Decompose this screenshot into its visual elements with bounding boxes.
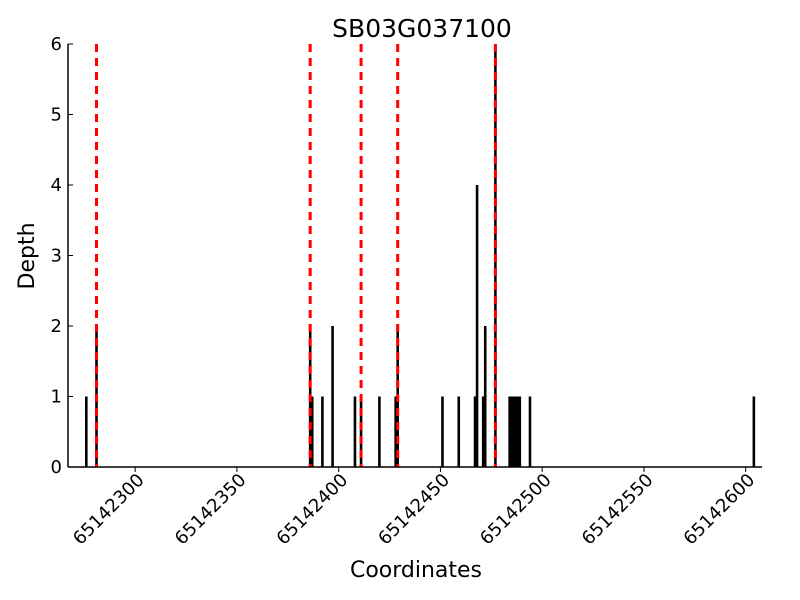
bar-4 [321, 396, 324, 467]
x-tick-label-1: 65142350 [171, 470, 251, 550]
bars-group [85, 44, 756, 467]
bar-25 [752, 396, 756, 467]
bar-12 [457, 396, 461, 467]
y-tick-label-2: 2 [51, 316, 62, 337]
x-tick-label-0: 65142300 [69, 470, 149, 550]
bar-18 [508, 396, 511, 467]
bar-5 [331, 326, 334, 467]
x-tick-label-5: 65142550 [578, 470, 658, 550]
bar-24 [528, 396, 532, 467]
y-tick-label-4: 4 [51, 175, 62, 196]
y-tick-label-5: 5 [51, 105, 62, 126]
chart-title: SB03G037100 [332, 14, 512, 43]
bar-20 [512, 396, 516, 467]
y-axis-label: Depth [15, 222, 40, 289]
x-ticks-group: 65142300 65142350 65142400 65142450 65142500… [69, 467, 759, 549]
y-tick-label-1: 1 [51, 387, 62, 408]
bar-16 [483, 326, 487, 467]
bar-21 [514, 396, 518, 467]
bar-22 [516, 396, 520, 467]
bar-9 [394, 396, 397, 467]
bar-14 [475, 185, 479, 467]
y-tick-label-6: 6 [51, 34, 62, 55]
axes-group [67, 44, 762, 468]
markers-group [94, 44, 497, 467]
bar-7 [359, 396, 363, 467]
x-tick-label-6: 65142600 [680, 470, 760, 550]
x-tick-label-2: 65142400 [273, 470, 353, 550]
x-tick-label-3: 65142450 [374, 470, 454, 550]
y-ticks-group: 0 1 2 3 4 5 6 [51, 34, 73, 478]
bar-15 [481, 396, 485, 467]
bar-3 [310, 396, 314, 467]
bar-0 [85, 396, 88, 467]
y-tick-label-3: 3 [51, 246, 62, 267]
bar-8 [378, 396, 381, 467]
x-axis-label: Coordinates [350, 558, 482, 583]
y-tick-label-0: 0 [51, 457, 62, 478]
x-tick-label-4: 65142500 [476, 470, 556, 550]
bar-13 [473, 396, 477, 467]
bar-11 [441, 396, 444, 467]
bar-6 [353, 396, 357, 467]
bar-23 [518, 396, 522, 467]
bar-19 [510, 396, 513, 467]
